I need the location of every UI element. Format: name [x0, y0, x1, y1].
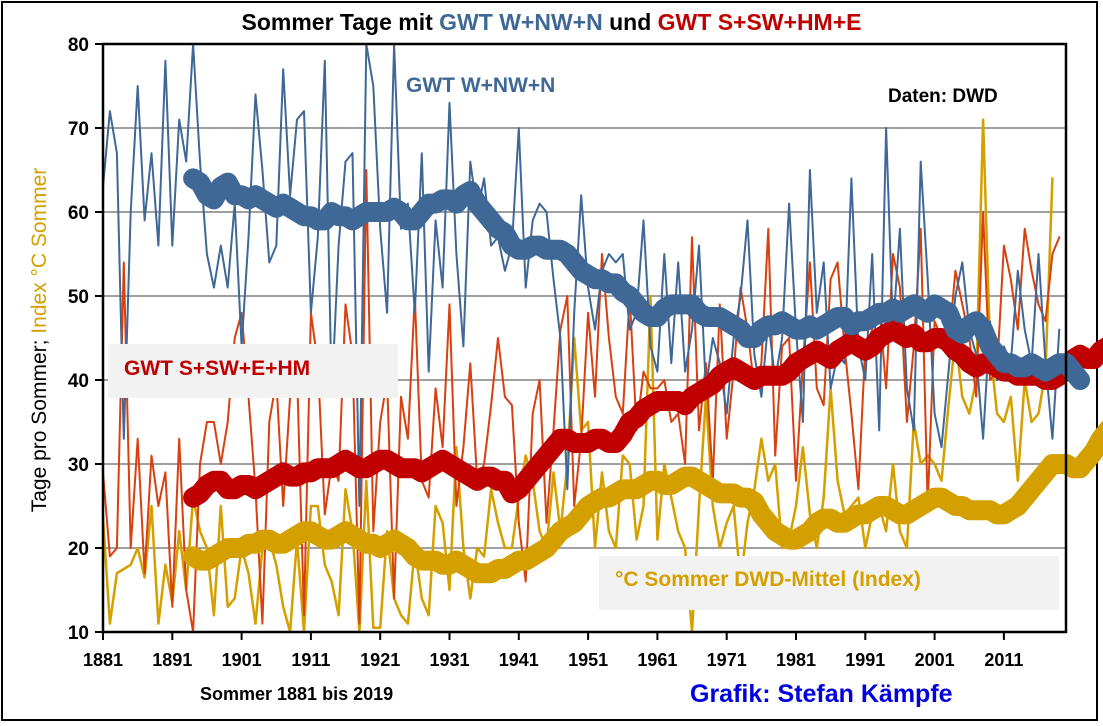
y-tick-label: 20	[68, 539, 89, 560]
series-lines	[101, 43, 1103, 634]
x-tick-label: 1961	[637, 650, 677, 670]
y-tick-label: 40	[68, 371, 89, 392]
plot-area-border	[101, 42, 1068, 634]
title-part-blue: GWT W+NW+N	[439, 9, 603, 35]
x-tick-label: 1981	[776, 650, 816, 670]
series-line-gold_smooth	[183, 420, 1103, 584]
x-tick-label: 1941	[499, 650, 539, 670]
title-part-3: und	[602, 9, 658, 35]
y-tick-label: 10	[68, 623, 89, 644]
x-tick-label: 1931	[429, 650, 469, 670]
x-tick-labels: 1881 1891 1901 1911 1921 1931 1941 1951 1961 1971…	[83, 650, 1023, 670]
x-tick-label: 1911	[291, 650, 330, 670]
y-tick-label: 30	[68, 455, 89, 476]
series-label-blue: GWT W+NW+N	[406, 74, 556, 97]
series-line-blue_smooth	[183, 168, 1091, 390]
y-axis-label: Tage pro Sommer; Index °C Sommer	[28, 168, 52, 513]
title-part-1: Sommer Tage mit	[241, 9, 440, 35]
x-tick-label: 1901	[222, 650, 262, 670]
x-tick-label: 1921	[360, 650, 400, 670]
x-tick-label: 1951	[568, 650, 608, 670]
series-label-gold: °C Sommer DWD-Mittel (Index)	[599, 556, 1059, 610]
x-tick-label: 1991	[845, 650, 885, 670]
series-line-gold_raw	[101, 118, 1054, 634]
y-tick-label: 80	[68, 35, 89, 56]
series-line-blue_raw	[102, 43, 1061, 507]
y-tick-labels: 10 20 30 40 50 60 70 80	[68, 35, 89, 644]
x-tick-label: 1971	[707, 650, 747, 670]
y-axis-label-part-1: Tage pro Sommer;	[28, 333, 51, 513]
y-tick-label: 60	[68, 203, 89, 224]
title-part-red: GWT S+SW+HM+E	[657, 9, 862, 35]
x-tick-label: 2001	[915, 650, 955, 670]
x-tick-label: 2011	[984, 650, 1023, 670]
x-axis-label: Sommer 1881 bis 2019	[200, 684, 394, 704]
y-tick-label: 50	[68, 287, 89, 308]
y-axis-label-part-2: Index °C Sommer	[28, 167, 51, 334]
y-tick-label: 70	[68, 119, 89, 140]
author-credit: Grafik: Stefan Kämpfe	[690, 680, 953, 708]
series-label-red: GWT S+SW+E+HM	[108, 344, 398, 398]
chart-title: Sommer Tage mit GWT W+NW+N und GWT S+SW+…	[0, 9, 1103, 36]
data-source-note: Daten: DWD	[888, 86, 998, 107]
x-tick-label: 1891	[152, 650, 192, 670]
axes	[95, 42, 1068, 640]
x-tick-label: 1881	[83, 650, 123, 670]
series-line-red_smooth	[183, 319, 1103, 508]
